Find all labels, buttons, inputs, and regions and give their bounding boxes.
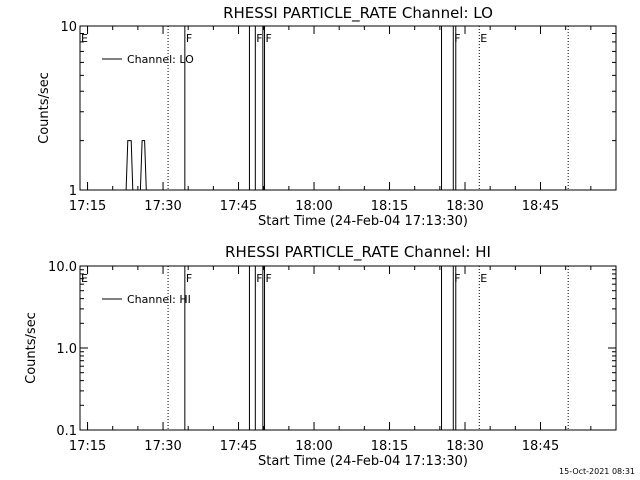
lo-event-marker-label: F (266, 32, 272, 45)
lo-y-tick-label: 10 (60, 20, 77, 35)
hi-x-tick-label: 17:45 (220, 439, 257, 454)
footer-timestamp: 15-Oct-2021 08:31 (559, 467, 635, 476)
hi-x-axis-label: Start Time (24-Feb-04 17:13:30) (258, 454, 468, 469)
hi-x-tick-label: 17:15 (69, 439, 106, 454)
lo-y-axis-label: Counts/sec (37, 72, 52, 144)
lo-x-tick-label: 18:15 (371, 199, 408, 214)
hi-x-tick-label: 18:15 (371, 439, 408, 454)
lo-plot-frame (79, 25, 617, 191)
lo-event-marker-label: F (454, 32, 460, 45)
hi-x-tick-label: 17:30 (144, 439, 181, 454)
hi-x-tick-label: 18:45 (522, 439, 559, 454)
hi-event-marker-label: F (266, 272, 272, 285)
hi-y-tick-label: 0.1 (56, 424, 77, 439)
lo-x-tick-label: 17:30 (144, 199, 181, 214)
lo-x-tick-label: 17:15 (69, 199, 106, 214)
hi-event-marker-label: F (454, 272, 460, 285)
hi-x-tick-label: 18:00 (295, 439, 332, 454)
lo-x-tick-label: 17:45 (220, 199, 257, 214)
hi-y-axis-label: Counts/sec (24, 312, 39, 384)
hi-plot-frame (79, 265, 617, 431)
lo-x-tick-label: 18:00 (295, 199, 332, 214)
hi-event-marker-label: E (480, 272, 487, 285)
hi-event-marker-label: F (186, 272, 192, 285)
hi-x-tick-label: 18:30 (446, 439, 483, 454)
hi-legend-label: Channel: HI (127, 293, 191, 306)
lo-legend-label: Channel: LO (127, 53, 194, 66)
lo-chart-title: RHESSI PARTICLE_RATE Channel: LO (223, 4, 493, 23)
lo-series-line (125, 140, 147, 191)
lo-y-tick-label: 1 (69, 184, 77, 199)
lo-x-tick-label: 18:45 (522, 199, 559, 214)
lo-x-axis-label: Start Time (24-Feb-04 17:13:30) (258, 214, 468, 229)
hi-y-tick-label: 10.0 (48, 260, 77, 275)
lo-x-tick-label: 18:30 (446, 199, 483, 214)
hi-y-tick-label: 1.0 (56, 342, 77, 357)
lo-event-marker-label: E (81, 32, 88, 45)
hi-event-marker-label: F (256, 272, 262, 285)
lo-event-marker-label: F (256, 32, 262, 45)
hi-event-marker-label: E (81, 272, 88, 285)
lo-event-marker-label: E (480, 32, 487, 45)
hi-chart-title: RHESSI PARTICLE_RATE Channel: HI (225, 243, 491, 262)
lo-event-marker-label: F (186, 32, 192, 45)
